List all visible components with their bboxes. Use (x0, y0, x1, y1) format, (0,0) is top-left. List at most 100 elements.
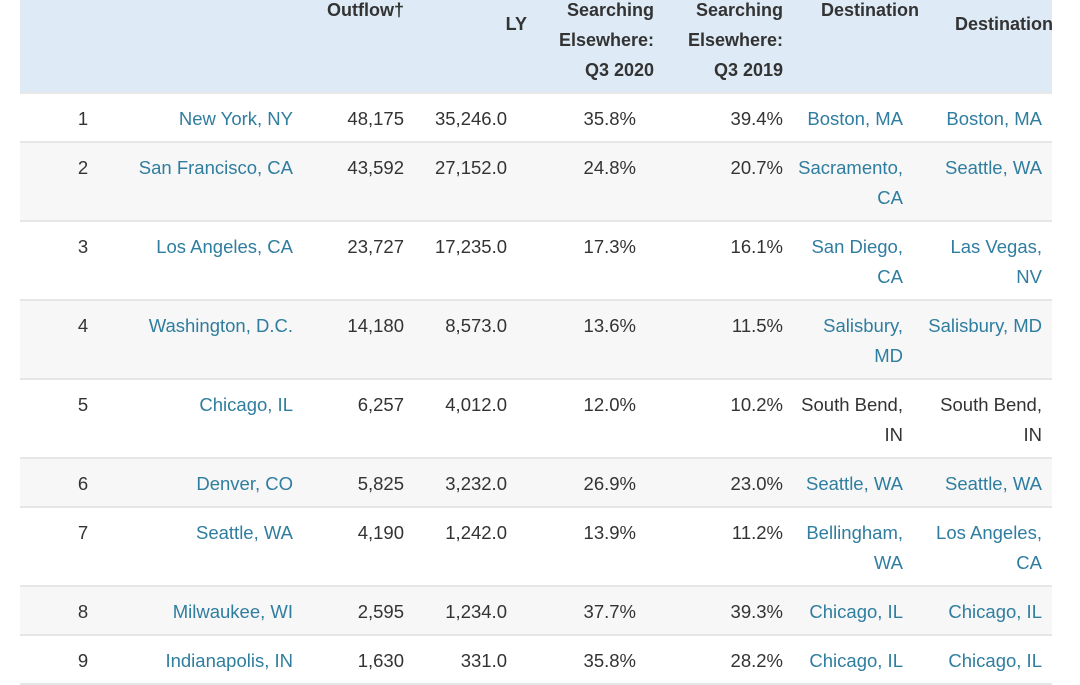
s2019-cell: 28.2% (730, 650, 783, 671)
outflow-ly-cell: 35,246.0 (434, 108, 507, 129)
column-header-line: Q3 2019 (713, 60, 783, 80)
outflow-ly-cell: 3,232.0 (445, 473, 507, 494)
s2019-cell: 11.2% (731, 522, 783, 543)
s2020-cell: 35.8% (583, 108, 636, 129)
outflow-cell: 1,630 (357, 650, 404, 671)
s2019-cell: 11.5% (731, 315, 783, 336)
state-dest-cell-link[interactable]: Salisbury, MD (910, 311, 1042, 341)
s2019-cell: 10.2% (730, 394, 783, 415)
cell-line[interactable]: CA (877, 266, 903, 287)
cell-line[interactable]: Salisbury, (823, 315, 903, 336)
cell-line[interactable]: Chicago, IL (948, 601, 1042, 622)
cell-line[interactable]: Chicago, IL (809, 650, 903, 671)
column-header-destination[interactable]: TopDestination (800, 0, 919, 25)
state-dest-cell-link[interactable]: Las Vegas, NV (910, 232, 1042, 292)
metro-cell-link[interactable]: Chicago, IL (199, 394, 293, 415)
cell-line[interactable]: Los Angeles, (936, 522, 1042, 543)
column-header-outflow[interactable]: Outflow† (320, 0, 404, 25)
state-dest-cell-link[interactable]: Seattle, WA (910, 153, 1042, 183)
outflow-ly-cell: 27,152.0 (434, 157, 507, 178)
cell-line[interactable]: Seattle, WA (945, 157, 1042, 178)
dest-cell-link[interactable]: Seattle, WA (780, 469, 903, 499)
table-row: 9 Indianapolis, IN 1,630 331.0 35.8% 28.2% Chi… (20, 636, 1052, 685)
column-header-line: Destination (820, 0, 919, 20)
state-dest-cell-link[interactable]: Los Angeles, CA (910, 518, 1042, 578)
s2020-cell: 12.0% (583, 394, 636, 415)
s2020-cell: 17.3% (583, 236, 636, 257)
metro-cell-link[interactable]: San Francisco, CA (138, 157, 293, 178)
metro-cell-link[interactable]: Denver, CO (196, 473, 293, 494)
cell-line[interactable]: CA (877, 187, 903, 208)
column-header-line: Q3 2020 (584, 60, 654, 80)
table-row: 7 Seattle, WA 4,190 1,242.0 13.9% 11.2% Bellin… (20, 508, 1052, 587)
outflow-ly-cell: 1,242.0 (445, 522, 507, 543)
table-row: 8 Milwaukee, WI 2,595 1,234.0 37.7% 39.3% Chic… (20, 587, 1052, 636)
s2019-cell: 20.7% (730, 157, 783, 178)
cell-line[interactable]: WA (873, 552, 903, 573)
cell-line[interactable]: San Diego, (811, 236, 903, 257)
cell-line[interactable]: Las Vegas, (950, 236, 1042, 257)
column-header-line: Searching (566, 0, 654, 20)
metro-cell-link[interactable]: Seattle, WA (196, 522, 293, 543)
metro-cell-link[interactable]: New York, NY (178, 108, 293, 129)
state-dest-cell-link[interactable]: Chicago, IL (910, 597, 1042, 627)
state-dest-cell: South Bend, IN (910, 390, 1042, 450)
cell-line[interactable]: Chicago, IL (809, 601, 903, 622)
state-dest-cell-link[interactable]: Seattle, WA (910, 469, 1042, 499)
s2019-cell: 39.4% (730, 108, 783, 129)
column-header-outflow-ly[interactable]: Outflow LY (420, 0, 527, 39)
dest-cell-link[interactable]: Salisbury, MD (780, 311, 903, 371)
s2019-cell: 16.1% (730, 236, 783, 257)
dest-cell-link[interactable]: Bellingham, WA (780, 518, 903, 578)
dest-cell: South Bend, IN (780, 390, 903, 450)
cell-line[interactable]: Seattle, WA (945, 473, 1042, 494)
dest-cell-link[interactable]: San Diego, CA (780, 232, 903, 292)
cell-line[interactable]: Bellingham, (806, 522, 903, 543)
s2020-cell: 35.8% (583, 650, 636, 671)
column-header-searching-2019[interactable]: Share ofSearchingElsewhere:Q3 2019 (670, 0, 783, 85)
rank-cell: 5 (77, 394, 89, 415)
dest-cell-link[interactable]: Sacramento, CA (780, 153, 903, 213)
table-body: 1 New York, NY 48,175 35,246.0 35.8% 39.4% Bos… (20, 94, 1052, 685)
column-header-line: Searching (695, 0, 783, 20)
outflow-cell: 2,595 (357, 601, 404, 622)
outflow-ly-cell: 8,573.0 (445, 315, 507, 336)
metro-cell-link[interactable]: Milwaukee, WI (172, 601, 293, 622)
cell-line[interactable]: Sacramento, (798, 157, 903, 178)
state-dest-cell-link[interactable]: Boston, MA (910, 104, 1042, 134)
column-header-line: State (920, 0, 1053, 9)
cell-line[interactable]: Boston, MA (807, 108, 903, 129)
s2020-cell: 24.8% (583, 157, 636, 178)
dest-cell-link[interactable]: Chicago, IL (780, 597, 903, 627)
outflow-cell: 23,727 (347, 236, 404, 257)
column-header-searching-2020[interactable]: Share ofSearchingElsewhere:Q3 2020 (540, 0, 654, 85)
column-header-line: Outflow (420, 0, 527, 9)
cell-line[interactable]: CA (1016, 552, 1042, 573)
metro-cell-link[interactable]: Washington, D.C. (148, 315, 293, 336)
dest-cell-link[interactable]: Boston, MA (780, 104, 903, 134)
outflow-ly-cell: 17,235.0 (434, 236, 507, 257)
table-row: 2 San Francisco, CA 43,592 27,152.0 24.8% 20.… (20, 143, 1052, 222)
metro-cell-link[interactable]: Indianapolis, IN (165, 650, 293, 671)
cell-line[interactable]: Seattle, WA (806, 473, 903, 494)
s2019-cell: 39.3% (730, 601, 783, 622)
cell-line[interactable]: Chicago, IL (948, 650, 1042, 671)
metro-cell-link[interactable]: Los Angeles, CA (156, 236, 293, 257)
s2019-cell: 23.0% (730, 473, 783, 494)
cell-line[interactable]: NV (1016, 266, 1042, 287)
state-dest-cell-link[interactable]: Chicago, IL (910, 646, 1042, 676)
s2020-cell: 13.9% (583, 522, 636, 543)
column-header-state-destination[interactable]: State Destination (920, 0, 1053, 39)
table-row: 1 New York, NY 48,175 35,246.0 35.8% 39.4% Bos… (20, 94, 1052, 143)
cell-line: IN (1023, 424, 1043, 445)
cell-line[interactable]: MD (874, 345, 903, 366)
cell-line[interactable]: Salisbury, MD (928, 315, 1042, 336)
table-row: 5 Chicago, IL 6,257 4,012.0 12.0% 10.2% South … (20, 380, 1052, 459)
rank-cell: 3 (77, 236, 89, 257)
s2020-cell: 26.9% (583, 473, 636, 494)
cell-line[interactable]: Boston, MA (946, 108, 1042, 129)
cell-line: IN (884, 424, 904, 445)
outflow-ly-cell: 331.0 (460, 650, 507, 671)
table-header: RankMetroOutflow†OutflowLYShare ofSearch… (20, 0, 1053, 94)
dest-cell-link[interactable]: Chicago, IL (780, 646, 903, 676)
